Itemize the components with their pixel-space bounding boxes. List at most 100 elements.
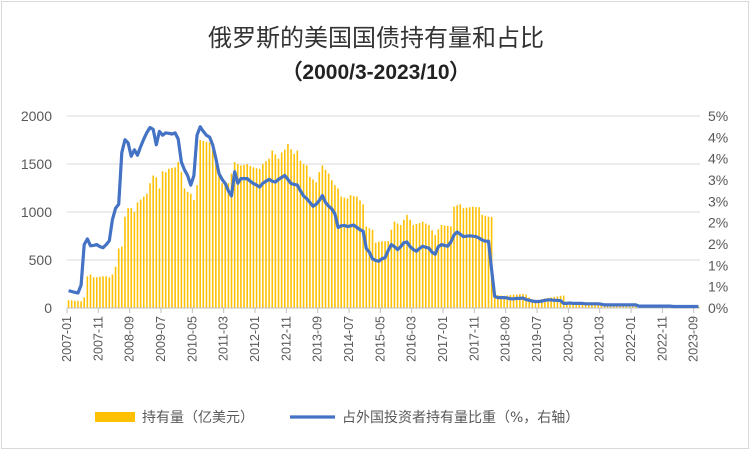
- bar: [258, 168, 261, 308]
- bar: [594, 303, 596, 308]
- bar: [164, 172, 167, 308]
- bar: [365, 226, 368, 308]
- bar: [227, 183, 230, 308]
- bar: [221, 183, 223, 308]
- bar: [359, 200, 361, 308]
- bar: [99, 276, 101, 308]
- bar: [315, 182, 317, 308]
- bar: [114, 266, 117, 308]
- bar: [215, 164, 217, 308]
- bar: [443, 225, 446, 308]
- bar: [352, 196, 355, 308]
- legend-bar-swatch: [95, 412, 135, 422]
- bar: [578, 303, 581, 308]
- y-right-tick-label: 2%: [708, 236, 728, 252]
- x-tick-label: 2023-09: [687, 316, 701, 362]
- bar: [500, 295, 502, 308]
- bar: [155, 177, 158, 308]
- bar: [139, 199, 142, 308]
- bar: [124, 216, 126, 308]
- bar: [255, 168, 258, 308]
- bar: [368, 228, 371, 308]
- bar: [334, 185, 336, 308]
- bar: [83, 297, 86, 308]
- bar: [312, 179, 314, 308]
- bar: [337, 188, 339, 308]
- chart-subtitle: （2000/3-2023/10）: [281, 61, 471, 84]
- bar: [318, 172, 321, 308]
- y-left-tick-label: 1000: [21, 204, 52, 220]
- bar: [519, 294, 521, 308]
- y-right-tick-label: 4%: [708, 129, 728, 145]
- bar: [478, 207, 480, 308]
- bar: [287, 143, 289, 308]
- bar: [528, 297, 530, 308]
- chart-title: 俄罗斯的美国国债持有量和占比: [208, 24, 544, 52]
- bar: [180, 172, 183, 308]
- bar: [196, 185, 198, 308]
- x-tick-label: 2017-01: [436, 316, 450, 362]
- bar: [412, 224, 415, 308]
- bar: [387, 241, 389, 308]
- x-tick-label: 2017-11: [467, 316, 481, 361]
- bar: [233, 162, 236, 308]
- bar: [168, 168, 170, 308]
- bar: [381, 241, 383, 308]
- bar: [572, 303, 574, 308]
- bar: [77, 300, 79, 308]
- bar: [237, 164, 239, 308]
- x-tick-label: 2014-07: [342, 316, 356, 362]
- bar: [591, 303, 593, 308]
- bar: [697, 306, 700, 308]
- bar: [146, 193, 148, 308]
- x-tick-label: 2012-01: [248, 316, 262, 362]
- bar: [512, 294, 515, 308]
- bar: [174, 167, 176, 308]
- bar: [202, 140, 205, 308]
- y-left-tick-label: 0: [44, 300, 52, 316]
- bar: [240, 165, 242, 308]
- y-right-tick-label: 5%: [708, 108, 728, 124]
- bar: [506, 295, 509, 308]
- bar: [437, 229, 440, 308]
- bar: [440, 224, 443, 308]
- bar: [484, 215, 487, 308]
- y-right-tick-label: 2%: [708, 215, 728, 231]
- x-tick-label: 2018-09: [499, 316, 513, 362]
- bar: [199, 140, 201, 308]
- bar: [305, 165, 308, 308]
- bar: [171, 167, 173, 308]
- bar: [425, 223, 427, 308]
- bar: [468, 207, 471, 308]
- bar: [462, 208, 465, 308]
- bar: [189, 193, 192, 308]
- bar: [111, 274, 114, 308]
- bar: [415, 224, 418, 308]
- bar: [540, 299, 543, 308]
- bar: [544, 298, 546, 308]
- bar: [406, 214, 408, 308]
- bar: [92, 277, 95, 308]
- bar: [403, 219, 405, 308]
- bar: [324, 169, 327, 308]
- y-left-tick-label: 1500: [21, 156, 52, 172]
- bar: [525, 294, 527, 308]
- x-tick-label: 2015-05: [373, 316, 387, 362]
- series-line: [68, 125, 699, 309]
- bar: [371, 229, 374, 308]
- bar: [265, 161, 267, 308]
- bar: [86, 276, 89, 308]
- bar: [575, 303, 578, 308]
- bar: [246, 164, 248, 308]
- bar: [550, 297, 552, 308]
- bar: [349, 195, 352, 308]
- bar: [183, 188, 186, 308]
- y-right-tick-label: 1%: [708, 257, 728, 273]
- x-tick-label: 2022-01: [624, 316, 638, 362]
- bar: [597, 303, 599, 308]
- bar: [70, 300, 73, 308]
- bar: [346, 198, 349, 308]
- bar: [487, 216, 490, 308]
- bar: [161, 171, 164, 308]
